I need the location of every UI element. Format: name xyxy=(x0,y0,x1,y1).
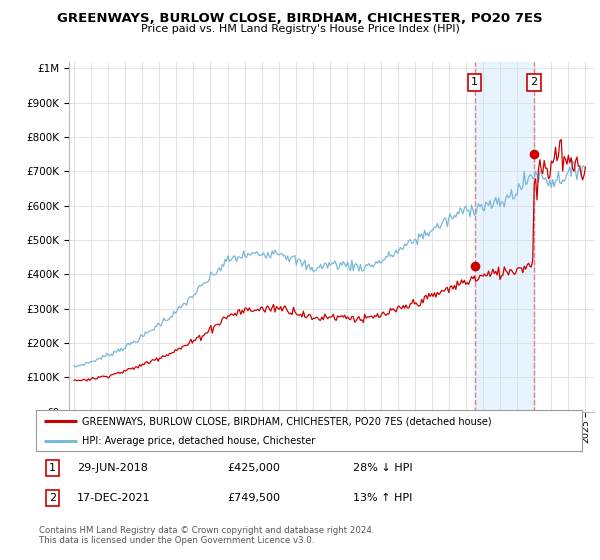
Text: HPI: Average price, detached house, Chichester: HPI: Average price, detached house, Chic… xyxy=(82,436,316,446)
Text: £425,000: £425,000 xyxy=(227,463,280,473)
Text: GREENWAYS, BURLOW CLOSE, BIRDHAM, CHICHESTER, PO20 7ES: GREENWAYS, BURLOW CLOSE, BIRDHAM, CHICHE… xyxy=(57,12,543,25)
Text: GREENWAYS, BURLOW CLOSE, BIRDHAM, CHICHESTER, PO20 7ES (detached house): GREENWAYS, BURLOW CLOSE, BIRDHAM, CHICHE… xyxy=(82,417,492,426)
Text: 2: 2 xyxy=(530,77,537,87)
Text: 2: 2 xyxy=(49,493,56,503)
Text: Contains HM Land Registry data © Crown copyright and database right 2024.: Contains HM Land Registry data © Crown c… xyxy=(39,526,374,535)
Bar xyxy=(475,62,533,412)
Text: 1: 1 xyxy=(471,77,478,87)
Text: 17-DEC-2021: 17-DEC-2021 xyxy=(77,493,151,503)
Text: Price paid vs. HM Land Registry's House Price Index (HPI): Price paid vs. HM Land Registry's House … xyxy=(140,24,460,34)
Text: £749,500: £749,500 xyxy=(227,493,280,503)
Text: This data is licensed under the Open Government Licence v3.0.: This data is licensed under the Open Gov… xyxy=(39,536,314,545)
Text: 13% ↑ HPI: 13% ↑ HPI xyxy=(353,493,412,503)
Text: 1: 1 xyxy=(49,463,56,473)
Text: 28% ↓ HPI: 28% ↓ HPI xyxy=(353,463,412,473)
Text: 29-JUN-2018: 29-JUN-2018 xyxy=(77,463,148,473)
